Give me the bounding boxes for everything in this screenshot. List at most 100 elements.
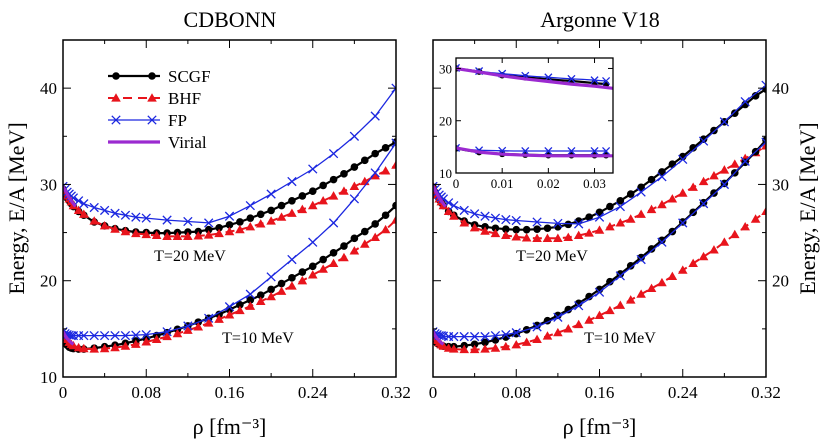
series-bhf-20mev-marker [563,232,574,241]
series-fp-10mev-marker [245,289,255,299]
series-bhf-10mev-marker [287,281,297,290]
series-fp-20mev-marker [245,200,255,211]
x-tick-label: 0.32 [381,383,411,402]
series-bhf-10mev-marker [605,305,615,315]
series-fp-20mev-marker [266,189,276,199]
inset-series-fp-10mev-marker [521,147,530,156]
series-bhf-20mev-marker [480,226,490,235]
series-scgf-20mev-marker [595,208,604,217]
series-scgf-20mev-marker [236,218,244,226]
annotation-t10: T=10 MeV [222,330,294,347]
series-fp-20mev-marker [615,201,625,212]
series-fp-10mev-marker [501,329,511,340]
series-bhf-20mev-marker [449,211,459,220]
series-bhf-10mev-marker [380,224,391,234]
series-fp-20mev-marker [636,187,646,197]
series-bhf-20mev-marker [287,208,297,217]
x-tick-label: 0.08 [131,383,161,402]
series-fp-20mev-marker [162,215,172,225]
series-bhf-20mev-marker [657,199,667,209]
series-bhf-20mev-marker [255,219,266,228]
series-fp-20mev-marker [349,131,360,141]
series-bhf-20mev-marker [297,204,308,214]
series-fp-10mev-marker [328,218,339,228]
series-fp-20mev-marker [110,208,120,218]
legend-scgf-label: SCGF [168,67,211,86]
series-fp-20mev-marker [99,205,110,216]
series-fp-10mev-marker [469,331,480,342]
series-scgf-10mev-marker [329,248,338,257]
series-scgf-20mev-marker [647,175,656,184]
series-scgf-20mev-marker [491,224,500,233]
series-fp-20mev-marker [459,205,469,216]
series-bhf-20mev-marker [203,230,214,239]
series-bhf-20mev-marker [131,228,141,238]
series-scgf-20mev-marker [699,135,708,143]
series-bhf-20mev-marker [89,216,100,225]
series-fp-10mev-marker [636,254,646,265]
series-bhf-10mev-marker [709,245,719,254]
series-bhf-10mev-marker [511,339,522,349]
series-fp-20mev-marker [120,210,131,220]
series-scgf-10mev-marker [246,296,255,304]
series-scgf-20mev-marker [564,220,573,229]
inset-series-fp-10mev-marker [567,147,576,156]
series-bhf-10mev-marker [469,344,480,354]
series-bhf-20mev-marker [573,230,584,240]
series-bhf-20mev-marker [79,209,89,218]
series-fp-20mev-marker [698,136,709,146]
series-bhf-20mev-marker [490,228,501,238]
series-fp-10mev-marker [99,330,110,341]
series-bhf-20mev-marker [469,222,480,232]
series-scgf-10mev-marker [308,262,317,271]
legend-fp-marker [147,115,157,125]
series-bhf-20mev-marker [172,231,183,241]
y-axis-label: Energy, E/A [MeV] [4,122,29,294]
series-bhf-10mev-marker [761,206,766,215]
series-fp-10mev-marker [553,312,563,322]
series-bhf-20mev-marker [245,221,256,231]
series-bhf-20mev-marker [761,141,766,150]
series-bhf-20mev-marker [110,224,120,233]
series-fp-10mev-marker [511,328,521,338]
series-bhf-10mev-marker [553,327,563,337]
x-tick-label: 0 [59,383,68,402]
series-bhf-20mev-marker [553,233,563,242]
series-scgf-20mev-marker [277,201,286,210]
inset: 0 0.01 0.02 0.03 10 20 30 [439,57,614,191]
series-scgf-20mev-marker [668,160,677,169]
series-bhf-10mev-marker [141,337,152,346]
series-bhf-10mev-marker [162,331,172,341]
inset-x-tick-label: 0 [453,176,460,191]
series-fp-10mev-marker [719,179,730,190]
series-scgf-20mev-marker [319,181,327,190]
series-fp-20mev-marker [308,164,318,174]
series-scgf-10mev-marker [381,211,390,220]
series-bhf-10mev-marker [677,265,688,274]
series-fp-20mev-marker [511,215,521,226]
series-fp-20mev-marker [480,211,490,221]
x-tick-label: 0.24 [298,383,328,402]
series-fp-10mev-marker [131,330,141,340]
series-bhf-10mev-marker [459,344,470,354]
x-tick-label: 0.16 [215,383,245,402]
series-bhf-20mev-marker [688,182,698,191]
series-bhf-20mev-marker [584,228,594,237]
series-scgf-20mev-marker [329,175,338,184]
series-bhf-10mev-marker [573,319,584,329]
series-scgf-20mev-marker [204,225,213,234]
series-bhf-10mev-marker [719,237,730,246]
series-bhf-20mev-marker [667,194,678,203]
series-bhf-20mev-marker [594,225,605,234]
x-axis-label: ρ [fm⁻³] [193,414,267,439]
series-scgf-10mev-marker [319,255,327,264]
series-scgf-20mev-marker [585,213,593,221]
series-bhf-10mev-marker [750,214,761,223]
series-fp-20mev-marker [370,111,380,121]
inset-plot-area [456,63,613,159]
series-bhf-20mev-marker [235,224,245,234]
series-bhf-10mev-marker [89,344,100,353]
annotation-t20: T=20 MeV [516,248,588,265]
series-bhf-10mev-marker [542,331,553,340]
series-bhf-10mev-marker [449,344,459,353]
